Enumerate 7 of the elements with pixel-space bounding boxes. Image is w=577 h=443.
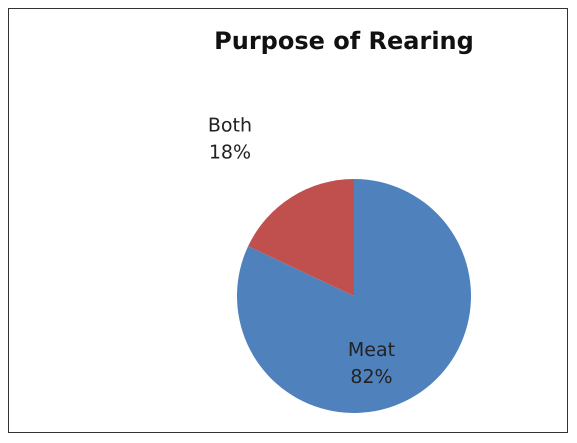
chart-title: Purpose of Rearing: [213, 27, 475, 55]
data-label: 82%: [350, 366, 393, 388]
slice-label: Both: [208, 114, 252, 136]
pie-slice: [237, 179, 471, 413]
pie-slice: [248, 179, 354, 296]
slice-label: Meat: [348, 338, 396, 361]
data-label: 18%: [208, 141, 252, 164]
